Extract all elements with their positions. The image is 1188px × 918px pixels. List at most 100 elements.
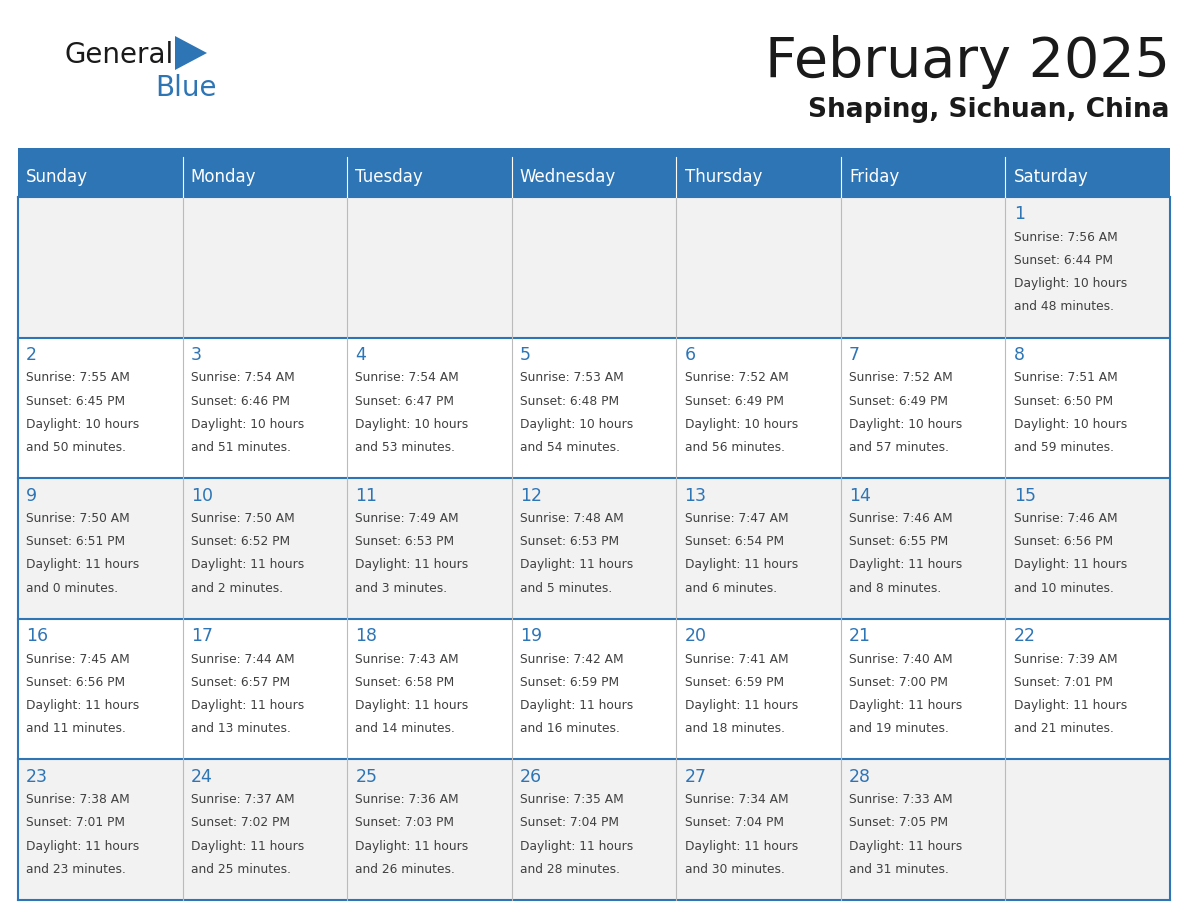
Text: Sunrise: 7:48 AM: Sunrise: 7:48 AM (520, 512, 624, 525)
Bar (1005, 619, 1170, 759)
Bar (18, 338, 183, 478)
Text: and 51 minutes.: and 51 minutes. (191, 441, 291, 453)
Bar (347, 157, 512, 197)
Text: Daylight: 11 hours: Daylight: 11 hours (191, 558, 304, 571)
Bar (676, 619, 841, 759)
Text: Sunset: 6:47 PM: Sunset: 6:47 PM (355, 395, 454, 408)
Bar (512, 157, 676, 197)
Text: Sunset: 6:53 PM: Sunset: 6:53 PM (520, 535, 619, 548)
Text: Daylight: 10 hours: Daylight: 10 hours (355, 418, 468, 431)
Text: and 48 minutes.: and 48 minutes. (1013, 300, 1113, 313)
Text: and 25 minutes.: and 25 minutes. (191, 863, 291, 876)
Text: and 10 minutes.: and 10 minutes. (1013, 581, 1113, 595)
Bar (18, 619, 183, 759)
Bar (183, 759, 347, 900)
Text: and 30 minutes.: and 30 minutes. (684, 863, 784, 876)
Text: Sunrise: 7:53 AM: Sunrise: 7:53 AM (520, 372, 624, 385)
Bar (512, 338, 676, 478)
Text: and 21 minutes.: and 21 minutes. (1013, 722, 1113, 735)
Text: 10: 10 (191, 487, 213, 505)
Text: Blue: Blue (154, 74, 216, 102)
Text: 2: 2 (26, 346, 37, 364)
Text: Daylight: 11 hours: Daylight: 11 hours (520, 840, 633, 853)
Text: 28: 28 (849, 767, 871, 786)
Text: and 18 minutes.: and 18 minutes. (684, 722, 784, 735)
Text: Sunset: 6:54 PM: Sunset: 6:54 PM (684, 535, 784, 548)
Text: Sunrise: 7:52 AM: Sunrise: 7:52 AM (849, 372, 953, 385)
Text: Sunrise: 7:50 AM: Sunrise: 7:50 AM (26, 512, 129, 525)
Text: and 5 minutes.: and 5 minutes. (520, 581, 612, 595)
Text: 5: 5 (520, 346, 531, 364)
Text: Sunset: 6:51 PM: Sunset: 6:51 PM (26, 535, 126, 548)
Bar (676, 197, 841, 338)
Text: Sunset: 7:05 PM: Sunset: 7:05 PM (849, 816, 948, 829)
Text: Sunrise: 7:55 AM: Sunrise: 7:55 AM (26, 372, 131, 385)
Bar (347, 619, 512, 759)
Text: and 19 minutes.: and 19 minutes. (849, 722, 949, 735)
Bar (18, 148, 1170, 157)
Text: Sunrise: 7:33 AM: Sunrise: 7:33 AM (849, 793, 953, 806)
Text: 27: 27 (684, 767, 707, 786)
Text: Daylight: 11 hours: Daylight: 11 hours (1013, 699, 1127, 712)
Bar (676, 478, 841, 619)
Text: 8: 8 (1013, 346, 1025, 364)
Text: Sunset: 6:57 PM: Sunset: 6:57 PM (191, 676, 290, 688)
Text: and 59 minutes.: and 59 minutes. (1013, 441, 1113, 453)
Text: Monday: Monday (191, 168, 257, 186)
Text: and 23 minutes.: and 23 minutes. (26, 863, 126, 876)
Bar (183, 338, 347, 478)
Text: Sunset: 6:58 PM: Sunset: 6:58 PM (355, 676, 455, 688)
Text: Daylight: 10 hours: Daylight: 10 hours (191, 418, 304, 431)
Text: 17: 17 (191, 627, 213, 645)
Text: and 0 minutes.: and 0 minutes. (26, 581, 119, 595)
Text: and 3 minutes.: and 3 minutes. (355, 581, 448, 595)
Text: Sunset: 7:04 PM: Sunset: 7:04 PM (684, 816, 784, 829)
Bar (676, 157, 841, 197)
Bar (18, 759, 183, 900)
Bar (512, 478, 676, 619)
Bar (676, 338, 841, 478)
Text: Sunrise: 7:52 AM: Sunrise: 7:52 AM (684, 372, 789, 385)
Text: Sunset: 6:49 PM: Sunset: 6:49 PM (849, 395, 948, 408)
Text: Shaping, Sichuan, China: Shaping, Sichuan, China (809, 97, 1170, 123)
Text: Sunset: 6:52 PM: Sunset: 6:52 PM (191, 535, 290, 548)
Text: Daylight: 11 hours: Daylight: 11 hours (849, 840, 962, 853)
Text: Daylight: 11 hours: Daylight: 11 hours (849, 558, 962, 571)
Bar (347, 759, 512, 900)
Text: Sunset: 6:59 PM: Sunset: 6:59 PM (520, 676, 619, 688)
Text: Daylight: 10 hours: Daylight: 10 hours (520, 418, 633, 431)
Bar (1005, 157, 1170, 197)
Text: Wednesday: Wednesday (520, 168, 617, 186)
Text: and 56 minutes.: and 56 minutes. (684, 441, 784, 453)
Text: Sunrise: 7:56 AM: Sunrise: 7:56 AM (1013, 230, 1118, 244)
Text: Sunrise: 7:35 AM: Sunrise: 7:35 AM (520, 793, 624, 806)
Text: 9: 9 (26, 487, 37, 505)
Text: Sunrise: 7:39 AM: Sunrise: 7:39 AM (1013, 653, 1117, 666)
Text: Tuesday: Tuesday (355, 168, 423, 186)
Text: 14: 14 (849, 487, 871, 505)
Text: Sunset: 6:46 PM: Sunset: 6:46 PM (191, 395, 290, 408)
Text: Daylight: 11 hours: Daylight: 11 hours (684, 840, 798, 853)
Text: Saturday: Saturday (1013, 168, 1088, 186)
Text: Sunrise: 7:54 AM: Sunrise: 7:54 AM (191, 372, 295, 385)
Text: Sunset: 6:50 PM: Sunset: 6:50 PM (1013, 395, 1113, 408)
Bar (183, 197, 347, 338)
Text: Daylight: 11 hours: Daylight: 11 hours (684, 558, 798, 571)
Text: Sunset: 7:01 PM: Sunset: 7:01 PM (1013, 676, 1113, 688)
Text: 15: 15 (1013, 487, 1036, 505)
Text: Daylight: 10 hours: Daylight: 10 hours (26, 418, 139, 431)
Text: Daylight: 11 hours: Daylight: 11 hours (1013, 558, 1127, 571)
Bar (18, 197, 183, 338)
Text: Sunset: 7:01 PM: Sunset: 7:01 PM (26, 816, 125, 829)
Text: 7: 7 (849, 346, 860, 364)
Text: Sunset: 6:56 PM: Sunset: 6:56 PM (1013, 535, 1113, 548)
Text: Daylight: 11 hours: Daylight: 11 hours (191, 840, 304, 853)
Text: 19: 19 (520, 627, 542, 645)
Text: Sunset: 7:02 PM: Sunset: 7:02 PM (191, 816, 290, 829)
Text: Sunset: 6:59 PM: Sunset: 6:59 PM (684, 676, 784, 688)
Text: Daylight: 10 hours: Daylight: 10 hours (1013, 277, 1127, 290)
Text: Daylight: 11 hours: Daylight: 11 hours (355, 558, 468, 571)
Text: 3: 3 (191, 346, 202, 364)
Text: Sunrise: 7:46 AM: Sunrise: 7:46 AM (1013, 512, 1117, 525)
Text: Daylight: 10 hours: Daylight: 10 hours (849, 418, 962, 431)
